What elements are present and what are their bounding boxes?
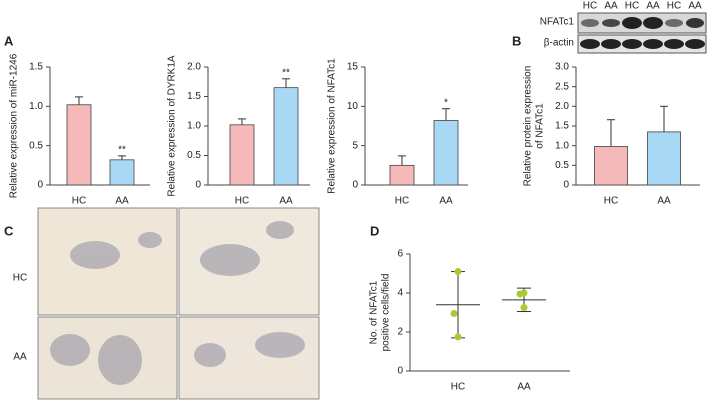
y-tick-label: 4 [397,288,403,299]
y-tick-label: 2.0 [187,62,201,73]
x-tick-label: AA [439,196,453,207]
image-row-label: HC [13,273,27,284]
y-axis-label: Relative expression of NFATc1 [327,58,338,194]
x-tick-label: AA [517,382,531,393]
y-tick-label: 5 [352,140,358,151]
y-tick-label: 2.5 [555,81,569,92]
lane-label: AA [604,1,618,12]
y-tick-label: 2.0 [555,101,569,112]
y-axis-label: of NFATc1 [535,103,546,149]
y-tick-label: 0.5 [29,140,43,151]
lane-label: HC [583,1,597,12]
y-axis-label: positive cells/field [381,274,392,352]
y-tick-label: 1.0 [187,121,201,132]
y-tick-label: 0 [352,180,358,191]
y-tick-label: 2 [397,327,403,338]
blot-row-label: β-actin [544,38,574,49]
x-tick-label: HC [395,196,409,207]
x-tick-label: AA [657,196,671,207]
panel-label: A [4,33,14,48]
y-tick-label: 10 [347,101,359,112]
y-tick-label: 3.0 [555,62,569,73]
point [454,333,462,341]
y-tick-label: 0.5 [187,150,201,161]
bar [647,131,681,186]
y-tick-label: 15 [347,62,359,73]
ihc-images [37,207,320,400]
y-tick-label: 0 [563,180,569,191]
point [516,290,524,298]
y-tick-label: 0.5 [555,160,569,171]
y-tick-label: 0 [195,180,201,191]
lane-label: AA [688,1,702,12]
point [450,309,458,317]
y-tick-label: 6 [397,249,403,260]
x-tick-label: HC [451,382,465,393]
x-tick-label: AA [115,196,129,207]
x-tick-label: HC [72,196,86,207]
y-tick-label: 1.0 [555,140,569,151]
image-row-label: AA [13,352,27,363]
panel-label: D [370,223,379,238]
significance: * [444,97,448,108]
point [520,304,528,312]
bar [594,146,628,186]
y-tick-label: 1.0 [29,101,43,112]
lane-label: HC [625,1,639,12]
panel-label: C [4,223,14,238]
x-tick-label: HC [604,196,618,207]
y-tick-label: 0 [397,366,403,377]
significance: ** [282,67,290,78]
y-tick-label: 1.5 [187,91,201,102]
significance: ** [118,145,126,156]
blot-row-label: NFATc1 [540,17,575,28]
panel-label: B [512,33,521,48]
bar [433,120,459,186]
y-axis-label: Relative protein expression [523,66,534,187]
lane-label: AA [646,1,660,12]
x-tick-label: AA [279,196,293,207]
point [454,268,462,276]
y-tick-label: 0 [37,180,43,191]
bar [109,159,135,186]
bar [66,104,92,186]
lane-label: HC [667,1,681,12]
y-axis-label: Relative expression of DYRK1A [167,55,178,197]
bar [273,87,299,186]
y-axis-label: Relative expression of miR-1246 [9,53,20,198]
bar [229,124,255,186]
y-tick-label: 1.5 [555,121,569,132]
y-axis-label: No. of NFATc1 [369,280,380,344]
y-tick-label: 1.5 [29,62,43,73]
x-tick-label: HC [235,196,249,207]
bar [389,164,415,186]
blot-bands [580,17,705,49]
